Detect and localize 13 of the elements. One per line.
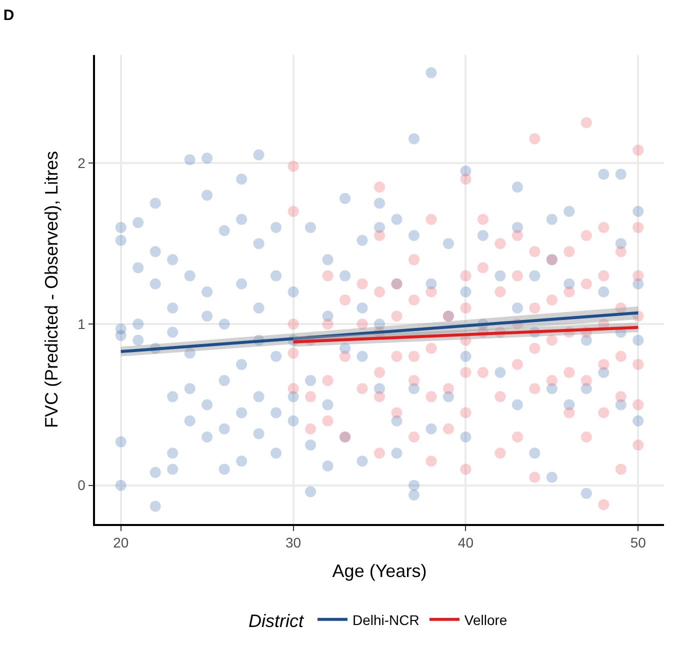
- x-tick-label: 40: [458, 534, 474, 551]
- y-tick-label: 0: [78, 477, 86, 494]
- x-axis-title: Age (Years): [332, 561, 427, 582]
- x-tick-label: 30: [286, 534, 302, 551]
- legend-label: Vellore: [464, 612, 508, 628]
- x-tick-label: 50: [630, 534, 646, 551]
- chart-title: D: [3, 7, 14, 24]
- x-tick-label: 20: [113, 534, 129, 551]
- legend-title: District: [248, 611, 304, 632]
- legend-label: Delhi-NCR: [352, 612, 420, 628]
- y-tick-label: 2: [78, 154, 86, 171]
- y-axis-title: FVC (Predicted - Observed), Litres: [41, 150, 62, 428]
- y-tick-label: 1: [78, 316, 86, 332]
